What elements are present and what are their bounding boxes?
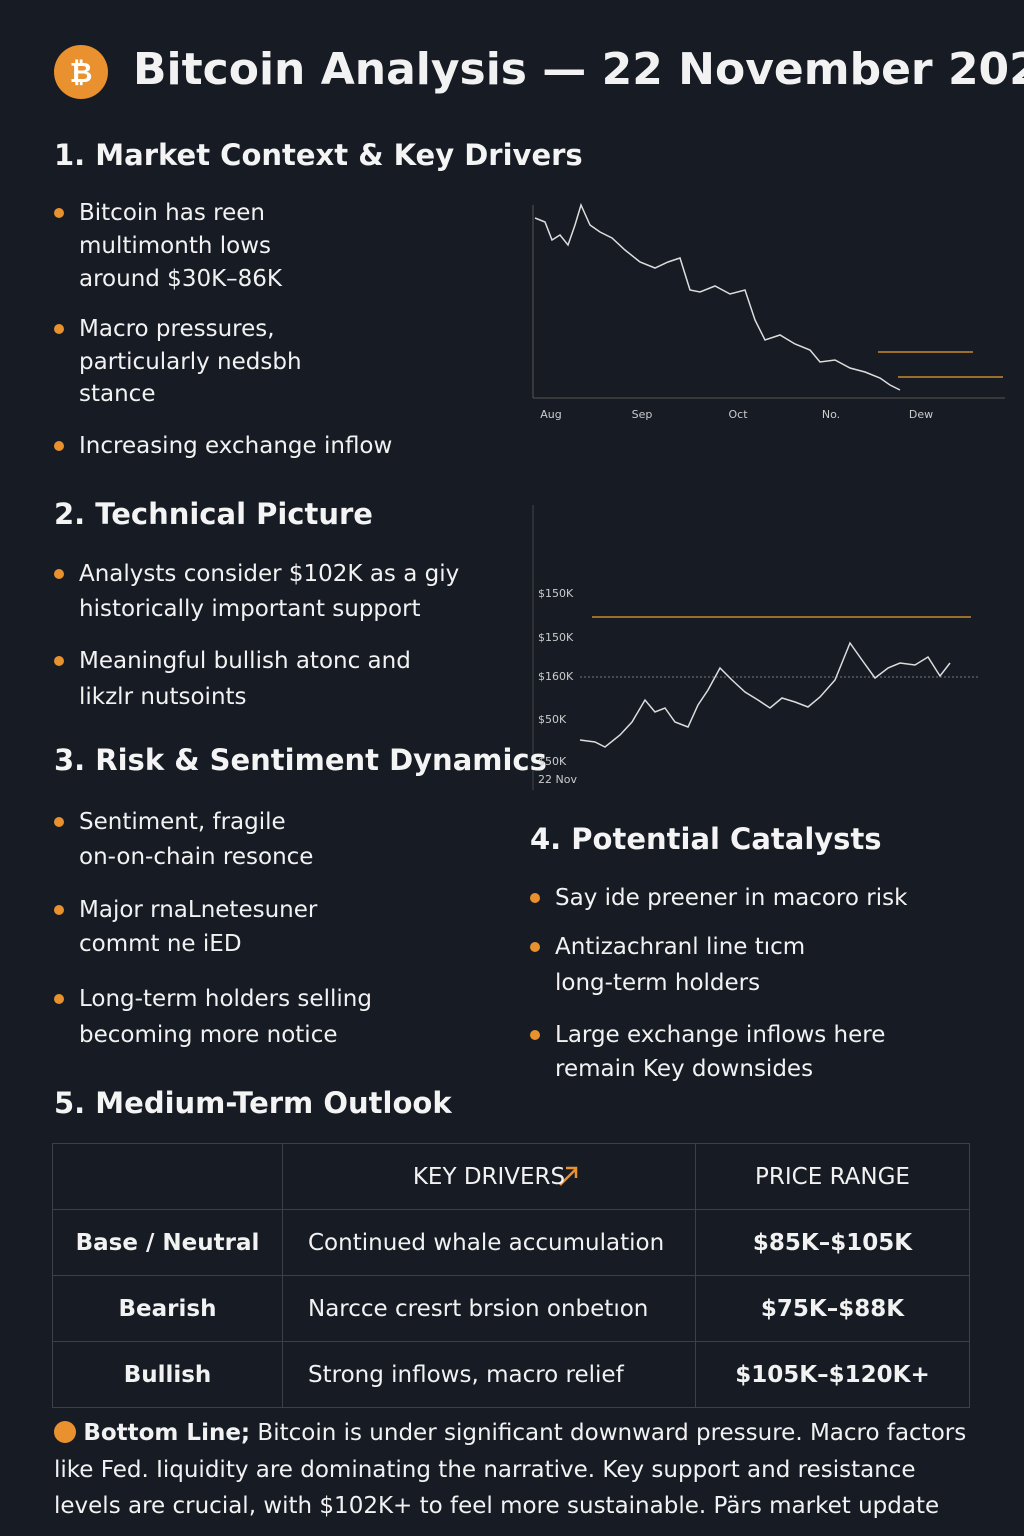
y-label: $160K xyxy=(538,670,574,683)
outlook-table: KEY DRIVERS PRICE RANGE Base / Neutral Cont… xyxy=(52,1143,970,1408)
table-cell: Continued whale accumulation xyxy=(282,1209,696,1276)
table-row: Bearish Narcce cresrt brsion onbetıon $75K… xyxy=(52,1275,970,1342)
bullet-text: becoming more notice xyxy=(79,1022,338,1048)
bullet-dot xyxy=(54,656,64,666)
y-label: $150K xyxy=(538,587,574,600)
x-label: Dew xyxy=(908,408,934,421)
table-cell: Bullish xyxy=(52,1341,283,1408)
bullet-dot xyxy=(54,208,64,218)
x-label: Aug xyxy=(540,408,562,421)
table-row: Bullish Strong inflows, macro relief $105K… xyxy=(52,1341,970,1408)
bullet-text: Long-term holders selling xyxy=(79,986,372,1012)
price-line xyxy=(579,641,951,748)
bullet-text: Large exchange inflows here xyxy=(555,1022,886,1048)
bullet-dot xyxy=(530,893,540,903)
y-label: $50K xyxy=(538,755,567,768)
table-row: Base / Neutral Continued whale accumulati… xyxy=(52,1209,970,1276)
bullet-text: particularly nedsbh xyxy=(79,349,302,375)
bullet-dot xyxy=(530,942,540,952)
bottom-line-text: Bitcoin is under significant downward pr… xyxy=(250,1420,967,1446)
x-label: 22 Nov xyxy=(538,773,577,786)
table-cell: $105K–$120K+ xyxy=(695,1341,970,1408)
table-cell: $75K–$88K xyxy=(695,1275,970,1342)
bullet-text: multimonth lows xyxy=(79,233,271,259)
table-cell: Narcce cresrt brsion onbetıon xyxy=(282,1275,696,1342)
y-label: $50K xyxy=(538,713,567,726)
table-cell: Bearish xyxy=(52,1275,283,1342)
table-cell: $85K–$105K xyxy=(695,1209,970,1276)
x-label: Oct xyxy=(728,408,748,421)
y-label: $150K xyxy=(538,631,574,644)
bottom-line-label: Bottom Line; xyxy=(83,1420,251,1446)
bullet-dot xyxy=(54,441,64,451)
title: Bitcoin Analysis — 22 November 2025 xyxy=(133,44,1024,95)
bottom-line-text: levels are crucial, with $102K+ to feel … xyxy=(54,1493,940,1519)
bitcoin-icon xyxy=(54,45,108,99)
svg-text:₿: ₿ xyxy=(70,56,93,89)
table-cell: KEY DRIVERS xyxy=(282,1143,696,1210)
section-heading: 5. Medium-Term Outlook xyxy=(54,1086,452,1120)
bullet-text: stance xyxy=(79,381,156,407)
bullet-text: Say ide preener in macoro risk xyxy=(555,885,908,911)
bullet-text: Meaningful bullish atonc and xyxy=(79,648,411,674)
section-heading: 2. Technical Picture xyxy=(54,497,373,531)
x-label: No. xyxy=(821,408,841,421)
bullet-text: Sentiment, fragile xyxy=(79,809,286,835)
price-line xyxy=(534,202,901,391)
bullet-dot xyxy=(54,905,64,915)
bullet-text: likzlr nutsoints xyxy=(79,684,247,710)
table-cell: Base / Neutral xyxy=(52,1209,283,1276)
section-heading: 1. Market Context & Key Drivers xyxy=(54,138,583,172)
bullet-text: Major rnaLnetesuner xyxy=(79,897,318,923)
bullet-dot xyxy=(54,994,64,1004)
section-heading: 3. Risk & Sentiment Dynamics xyxy=(54,743,547,777)
bullet-text: commt ne iED xyxy=(79,931,242,957)
bullet-text: on-on-chain resonce xyxy=(79,844,314,870)
bullet-dot xyxy=(54,817,64,827)
section-heading: 4. Potential Catalysts xyxy=(530,822,882,856)
bullet-text: long-term holders xyxy=(555,970,761,996)
bullet-text: Analysts consider $102K as a giy xyxy=(79,561,460,587)
bullet-text: around $30K–86K xyxy=(79,266,283,292)
bullet-text: Antizachranl line tıcm xyxy=(555,934,806,960)
x-label: Sep xyxy=(631,408,653,421)
bullet-dot xyxy=(54,569,64,579)
bottom-line-text: like Fed. Iiquidity are dominating the n… xyxy=(54,1456,916,1483)
table-header: KEY DRIVERS PRICE RANGE xyxy=(52,1143,970,1210)
bullet-dot xyxy=(530,1030,540,1040)
bullet-text: Increasing exchange inflow xyxy=(79,433,393,459)
table-cell: Strong inflows, macro relief xyxy=(282,1341,696,1408)
bullet-text: Macro pressures, xyxy=(79,316,275,342)
bottom-line: Bottom Line; Bitcoin is under significan… xyxy=(54,1415,1014,1525)
bullet-text: Bitcoin has reen xyxy=(79,200,265,226)
bullet-text: remain Key downsides xyxy=(555,1056,814,1082)
table-cell: PRICE RANGE xyxy=(695,1143,970,1210)
table-cell xyxy=(52,1143,283,1210)
bullet-dot xyxy=(54,324,64,334)
bullet-text: historically important support xyxy=(79,596,421,622)
